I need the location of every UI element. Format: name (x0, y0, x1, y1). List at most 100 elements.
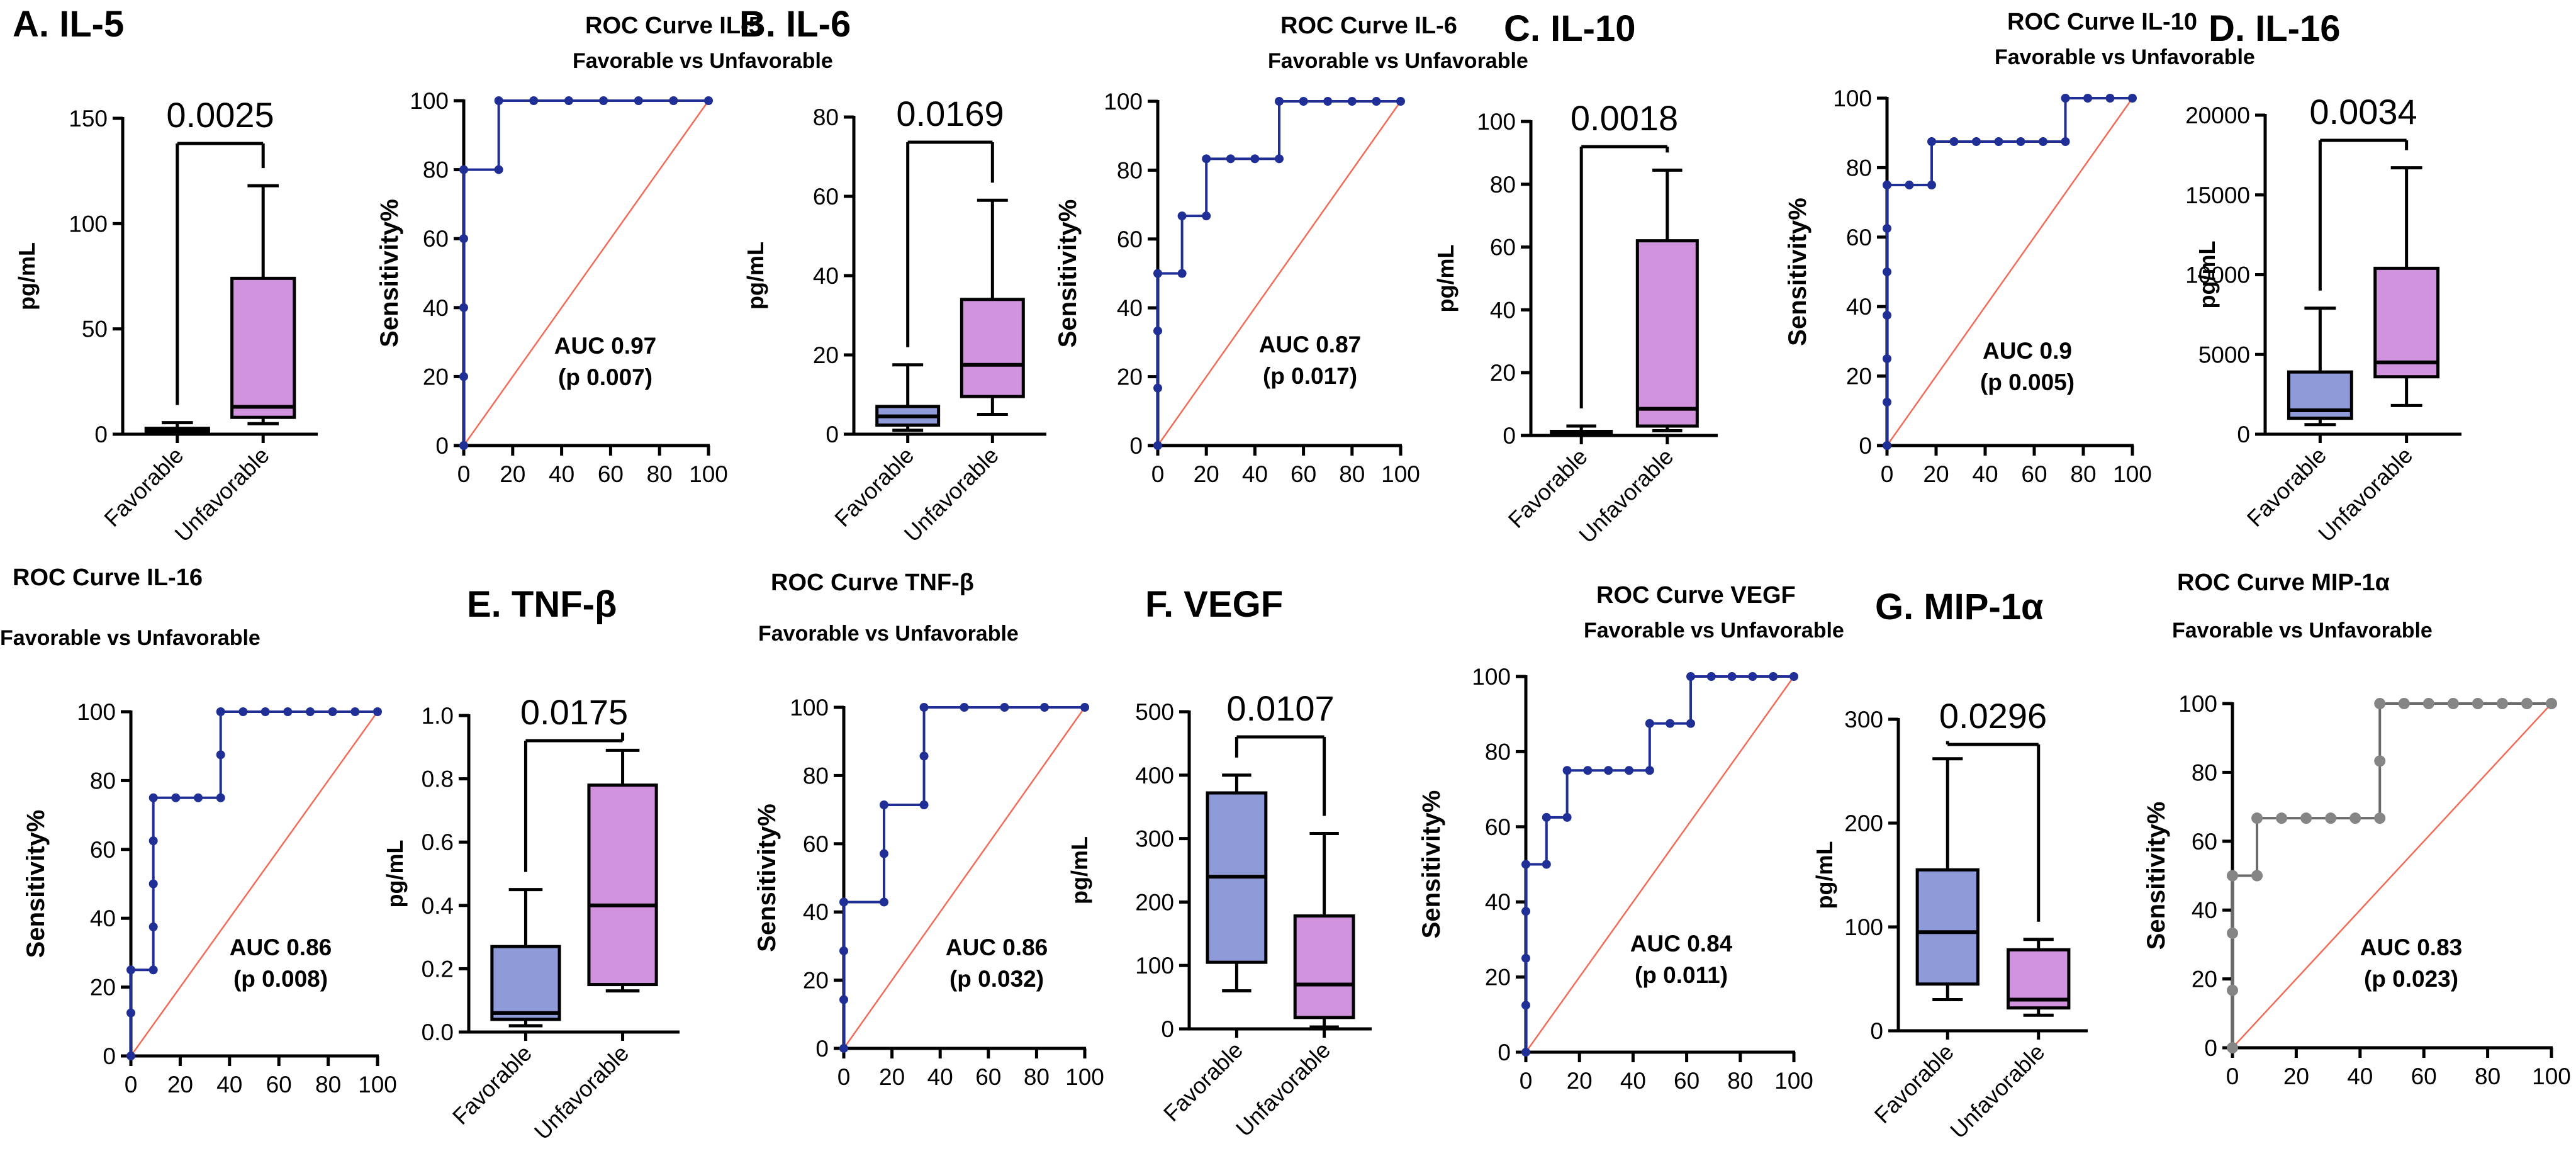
auc-value: AUC 0.84 (1630, 931, 1733, 957)
roc-point (1706, 672, 1716, 681)
vegf-roc-panel: ROC Curve VEGF Favorable vs Unfavorable Se… (1418, 582, 1844, 1094)
roc-point (2251, 812, 2263, 824)
roc-point (2374, 698, 2386, 709)
y-tick-label: 40 (1490, 297, 1516, 323)
roc-point (260, 707, 270, 716)
y-axis-label: pg/mL (14, 242, 40, 310)
iqr-box (230, 276, 296, 419)
y-tick-label: 0.8 (422, 766, 454, 792)
x-tick-label: 0 (2226, 1064, 2239, 1089)
roc-point (1347, 97, 1357, 106)
y-tick-label: 0.2 (422, 956, 454, 982)
mip1a-box-panel: G. MIP-1α pg/mL 0 100 200 300 FavorableUnfavor… (1812, 586, 2088, 1143)
auc-p-value: (p 0.017) (1263, 363, 1357, 389)
panel-title: C. IL-10 (1504, 8, 1636, 49)
y-tick-label: 40 (2192, 897, 2217, 923)
roc-point (459, 303, 468, 312)
reference-diagonal (130, 711, 379, 1057)
p-value: 0.0296 (1939, 696, 2047, 736)
reference-diagonal (843, 707, 1086, 1049)
roc-point (2546, 698, 2557, 709)
p-value: 0.0169 (896, 94, 1004, 133)
roc-point (919, 800, 929, 810)
y-tick-label: 60 (423, 226, 449, 252)
roc-point (1226, 154, 1235, 164)
box-unfavorable: Unfavorable (1574, 168, 1699, 548)
category-label: Favorable (1503, 444, 1593, 533)
y-tick-label: 200 (1844, 811, 1883, 836)
y-axis-label: pg/mL (1433, 245, 1459, 313)
roc-point (599, 96, 608, 105)
auc-value: AUC 0.86 (946, 934, 1048, 960)
y-tick-label: 0 (1859, 433, 1872, 459)
y-tick-label: 40 (1117, 295, 1143, 321)
x-tick-label: 0 (1151, 461, 1165, 487)
roc-point (1521, 1048, 1530, 1057)
y-tick-label: 1.0 (422, 703, 454, 729)
x-tick-label: 40 (927, 1064, 953, 1090)
iqr-box (960, 298, 1025, 398)
y-tick-label: 0 (1161, 1016, 1174, 1042)
roc-point (1000, 703, 1009, 712)
roc-point (1686, 719, 1695, 728)
il16-box-panel: D. IL-16 pg/mL 0 5000 10000 15000 20000 Favorab… (2185, 8, 2461, 547)
roc-point (2227, 927, 2238, 939)
y-tick-label: 80 (1846, 155, 1872, 181)
roc-point (1883, 267, 1891, 276)
roc-point (1927, 137, 1936, 146)
x-tick-label: 60 (266, 1072, 292, 1097)
x-tick-label: 20 (1194, 461, 1219, 487)
y-tick-label: 20 (90, 975, 116, 1001)
roc-point (1521, 860, 1530, 869)
roc-point (373, 707, 382, 716)
roc-point (148, 836, 158, 846)
roc-point (1372, 97, 1381, 106)
bracket-icon (1235, 735, 1326, 816)
y-tick-label: 500 (1135, 699, 1174, 725)
box-unfavorable: Unfavorable (899, 198, 1025, 547)
x-tick-label: 100 (2532, 1064, 2571, 1089)
roc-point (634, 96, 643, 105)
roc-point (839, 946, 848, 955)
y-tick-label: 0 (826, 422, 839, 447)
category-label: Favorable (99, 442, 188, 532)
roc-point (126, 965, 135, 975)
x-tick-label: 40 (1972, 461, 1998, 487)
roc-point (1949, 137, 1959, 146)
roc-point (2374, 812, 2386, 824)
y-tick-label: 100 (1472, 664, 1511, 690)
roc-point (879, 849, 888, 858)
iqr-box (1635, 239, 1699, 428)
reference-diagonal (462, 100, 710, 446)
y-tick-label: 15000 (2185, 182, 2250, 208)
roc-point (194, 793, 203, 802)
roc-point (1625, 766, 1634, 775)
x-tick-label: 80 (1727, 1068, 1753, 1094)
y-tick-label: 80 (90, 768, 116, 794)
roc-point (2128, 94, 2137, 103)
roc-point (1883, 441, 1891, 450)
x-tick-label: 20 (500, 461, 525, 487)
roc-point (126, 1008, 135, 1018)
roc-point (1202, 154, 1211, 164)
y-tick-label: 60 (90, 837, 116, 863)
roc-point (2374, 755, 2386, 767)
roc-point (1883, 354, 1891, 363)
roc-point (2105, 94, 2115, 103)
panel-title: F. VEGF (1145, 584, 1283, 625)
roc-point (1521, 1001, 1530, 1010)
roc-point (2422, 698, 2434, 709)
y-tick-label: 80 (423, 157, 449, 183)
x-tick-label: 20 (1567, 1068, 1593, 1094)
x-tick-label: 60 (2021, 461, 2047, 487)
roc-point (839, 995, 848, 1004)
y-tick-label: 20 (1117, 364, 1143, 390)
chart-subtitle: Favorable vs Unfavorable (758, 622, 1019, 646)
y-tick-label: 20000 (2185, 103, 2250, 128)
x-tick-label: 60 (1674, 1068, 1700, 1094)
roc-point (1645, 719, 1654, 728)
chart-title: ROC Curve IL-10 (2007, 9, 2197, 35)
roc-point (1562, 812, 1572, 822)
x-tick-label: 0 (125, 1072, 138, 1097)
